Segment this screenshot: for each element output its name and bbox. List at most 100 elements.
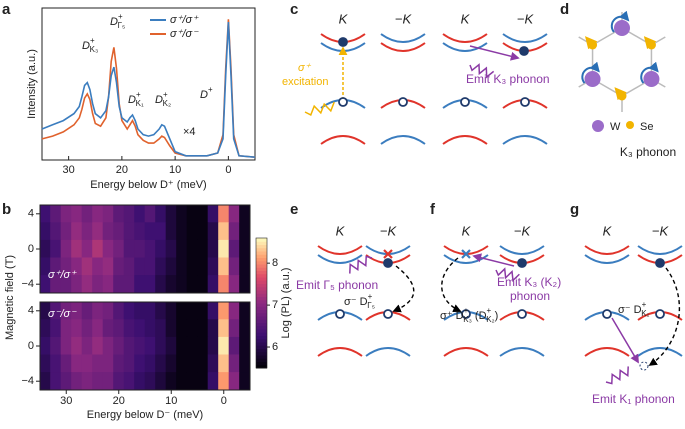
x-axis-label: Energy below D⁺ (meV) xyxy=(90,179,206,191)
heat-cell xyxy=(176,239,188,259)
heat-cell xyxy=(113,275,125,294)
heat-cell xyxy=(228,336,240,356)
valley-label: −K xyxy=(395,11,413,26)
x-tick-label: 10 xyxy=(169,164,181,176)
heat-cell xyxy=(50,239,62,259)
heat-cell xyxy=(176,275,188,294)
plot-frame xyxy=(41,7,256,161)
label-part: σ⁻ D xyxy=(618,304,642,316)
heat-cell xyxy=(228,222,240,241)
colorbar-step xyxy=(256,335,267,340)
x-tick-label: 0 xyxy=(221,395,227,407)
peak-label: ×4 xyxy=(183,126,196,138)
heat-cell xyxy=(155,257,167,276)
heat-cell xyxy=(113,222,125,241)
hole xyxy=(338,97,348,107)
y-tick-label: 4 xyxy=(28,208,34,220)
heat-cell xyxy=(113,301,125,320)
heat-cell xyxy=(186,372,198,391)
heat-cell xyxy=(186,257,198,276)
electron xyxy=(383,258,393,268)
transition-label: σ⁺ D+ K₃ (D+ K₂) xyxy=(440,306,498,324)
hole xyxy=(520,97,530,107)
heat-cell xyxy=(134,372,146,391)
heat-cell xyxy=(218,319,230,338)
heat-cell xyxy=(144,354,156,373)
x-axis-label: Energy below D⁻ (meV) xyxy=(87,409,203,421)
heat-cell xyxy=(176,336,188,356)
heat-cell xyxy=(113,239,125,259)
transition-label: σ⁻ D+ K₁ xyxy=(618,300,650,318)
emit-label: Emit K₃ phonon xyxy=(466,72,550,86)
hole xyxy=(602,309,612,319)
heat-cell xyxy=(176,301,188,320)
label-part: + xyxy=(642,300,647,309)
heat-cell xyxy=(92,239,104,259)
heat-cell xyxy=(207,301,219,320)
heat-cell xyxy=(218,204,230,223)
heat-cell xyxy=(92,354,104,373)
heat-cell xyxy=(228,319,240,338)
phonon xyxy=(469,63,495,79)
heat-cell xyxy=(176,372,188,391)
heat-cell xyxy=(134,301,146,320)
hole xyxy=(461,309,471,319)
heat-cell xyxy=(155,336,167,356)
heat-cell xyxy=(134,257,146,276)
heat-cell xyxy=(39,222,51,241)
vibration xyxy=(581,61,600,84)
heat-cell xyxy=(60,257,72,276)
heat-cell xyxy=(197,222,209,241)
phonon-arrow xyxy=(469,45,520,61)
colorbar-tick-label: 8 xyxy=(272,257,278,269)
legend-label: Se xyxy=(640,121,653,133)
y-axis-label: Intensity (a.u.) xyxy=(26,49,38,119)
w-atom xyxy=(614,20,630,36)
heat-cell xyxy=(165,354,177,373)
w-atom xyxy=(643,71,660,87)
panel-label: σ⁻/σ⁻ xyxy=(48,308,77,320)
heat-cell xyxy=(39,372,51,391)
heat-cell xyxy=(165,222,177,241)
heat-cell xyxy=(60,336,72,356)
valley-label: K xyxy=(462,223,472,238)
heat-cell xyxy=(144,301,156,320)
valley-label: −K xyxy=(514,223,532,238)
colorbar-step xyxy=(256,270,267,275)
heat-cell xyxy=(155,319,167,338)
heat-cell xyxy=(92,257,104,276)
label-part: + xyxy=(136,90,141,99)
colorbar-step xyxy=(256,299,267,304)
colorbar-tick-label: 7 xyxy=(272,299,278,311)
heat-cell xyxy=(71,275,83,294)
colorbar-step xyxy=(256,241,267,245)
colorbar-step xyxy=(256,316,267,320)
heat-cell xyxy=(207,257,219,276)
heat-cell xyxy=(155,275,167,294)
heat-cell xyxy=(123,336,135,356)
heat-cell xyxy=(176,354,188,373)
label-part: + xyxy=(464,306,469,315)
heat-cell xyxy=(81,301,93,320)
colorbar-step xyxy=(256,247,267,252)
heat-cell xyxy=(92,319,104,338)
label-part: σ⁺ D xyxy=(440,310,464,322)
electron xyxy=(338,37,348,47)
line-series xyxy=(41,22,256,158)
heat-cell xyxy=(197,239,209,259)
heat-cell xyxy=(113,354,125,373)
phonon-arrow xyxy=(611,317,639,364)
heat-cell xyxy=(228,354,240,373)
heat-cell xyxy=(165,239,177,259)
heat-cell xyxy=(186,319,198,338)
heat-cell xyxy=(228,372,240,391)
heat-cell xyxy=(102,354,114,373)
heat-cell xyxy=(102,257,114,276)
panel-letter: f xyxy=(430,201,436,218)
transition-label: σ⁻ D+ Γ₅ xyxy=(344,292,375,310)
heat-cell xyxy=(144,336,156,356)
heat-cell xyxy=(102,222,114,241)
heat-cell xyxy=(81,372,93,391)
colorbar-step xyxy=(256,257,267,262)
band xyxy=(380,135,426,145)
